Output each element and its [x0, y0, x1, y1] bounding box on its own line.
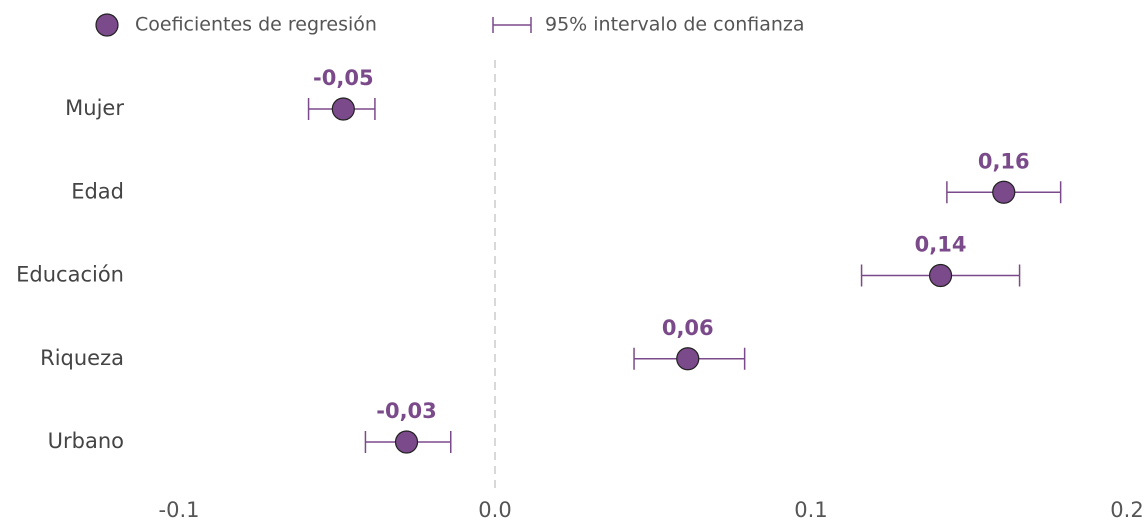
- coefficient-point: [676, 347, 700, 371]
- legend-interval-label: 95% intervalo de confianza: [545, 14, 805, 36]
- legend-interval-swatch: [492, 17, 532, 33]
- value-label: 0,16: [978, 149, 1030, 173]
- coefficient-point: [394, 430, 419, 454]
- value-label: -0,03: [376, 399, 437, 423]
- x-tick-label: 0.2: [1110, 498, 1143, 520]
- legend-point-swatch: [95, 13, 119, 37]
- category-label: Mujer: [65, 96, 124, 120]
- x-tick-label: -0.1: [159, 498, 200, 520]
- x-tick-label: 0.1: [794, 498, 827, 520]
- category-label: Educación: [16, 263, 124, 287]
- category-label: Urbano: [48, 429, 124, 453]
- value-label: 0,14: [915, 233, 967, 257]
- legend-point-label: Coeficientes de regresión: [135, 14, 377, 36]
- coefficient-point: [331, 97, 355, 121]
- category-label: Riqueza: [40, 346, 124, 370]
- value-label: -0,05: [313, 66, 374, 90]
- coefficient-point: [928, 263, 953, 288]
- value-label: 0,06: [662, 316, 714, 340]
- coefficient-point: [992, 180, 1016, 204]
- category-label: Edad: [71, 179, 124, 203]
- x-tick-label: 0.0: [478, 498, 511, 520]
